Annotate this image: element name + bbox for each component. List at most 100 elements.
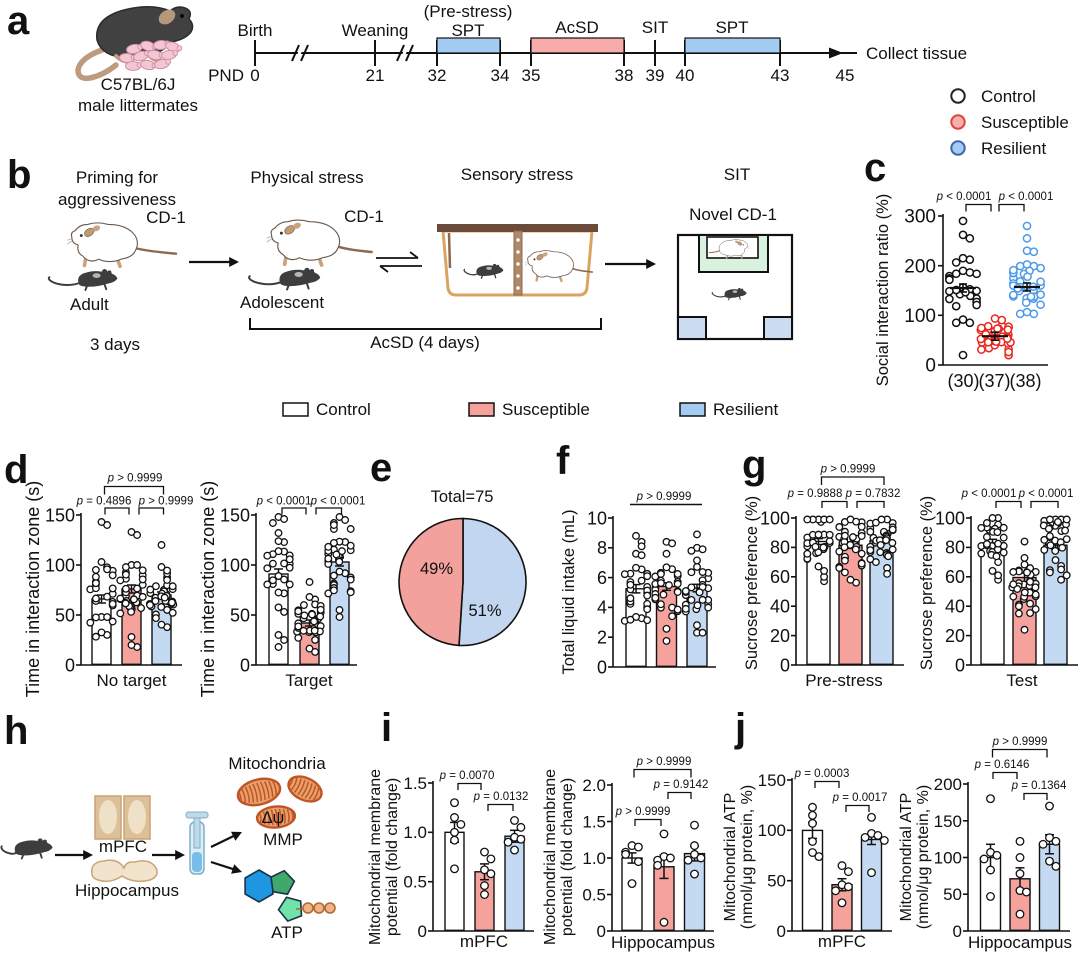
svg-text:80: 80	[770, 538, 790, 558]
svg-text:Mitochondria: Mitochondria	[228, 754, 326, 773]
svg-text:150: 150	[220, 505, 250, 525]
svg-text:100: 100	[45, 555, 75, 575]
svg-text:3 days: 3 days	[90, 335, 140, 354]
svg-text:Total liquid intake (mL): Total liquid intake (mL)	[560, 509, 578, 674]
svg-text:h: h	[4, 709, 28, 753]
svg-text:ATP: ATP	[271, 923, 303, 942]
svg-text:Susceptible: Susceptible	[981, 113, 1069, 132]
svg-text:Target: Target	[285, 671, 333, 690]
svg-text:(Pre-stress): (Pre-stress)	[424, 2, 513, 21]
svg-text:0: 0	[955, 655, 965, 675]
svg-text:Hippocampus: Hippocampus	[968, 933, 1072, 952]
svg-text:Mitochondrial membrane: Mitochondrial membrane	[542, 769, 559, 945]
svg-text:100: 100	[760, 508, 790, 528]
svg-text:Control: Control	[316, 400, 371, 419]
svg-text:Sucrose preference (%): Sucrose preference (%)	[918, 496, 936, 670]
svg-text:0: 0	[597, 922, 606, 941]
svg-text:(nmol/μg protein, %): (nmol/μg protein, %)	[915, 785, 932, 929]
svg-text:p = 0.0003: p = 0.0003	[794, 768, 850, 780]
svg-text:p = 0.0070: p = 0.0070	[439, 770, 495, 782]
svg-text:c: c	[864, 146, 886, 190]
svg-text:p > 0.9999: p > 0.9999	[107, 473, 163, 485]
svg-text:2: 2	[597, 628, 607, 648]
svg-text:potential (fold change): potential (fold change)	[559, 778, 576, 936]
svg-text:p < 0.0001: p < 0.0001	[936, 191, 992, 203]
svg-text:Resilient: Resilient	[713, 400, 778, 419]
svg-text:p < 0.0001: p < 0.0001	[1018, 488, 1074, 500]
svg-text:Mitochondrial membrane: Mitochondrial membrane	[367, 769, 384, 945]
svg-text:Time in interaction zone (s): Time in interaction zone (s)	[23, 481, 43, 697]
svg-text:0: 0	[925, 356, 936, 377]
svg-text:p < 0.0001: p < 0.0001	[961, 488, 1017, 500]
svg-text:p = 0.1364: p = 0.1364	[1011, 780, 1067, 792]
svg-text:Hippocampus: Hippocampus	[611, 933, 715, 952]
svg-text:No target: No target	[97, 671, 167, 690]
svg-text:Sucrose preference (%): Sucrose preference (%)	[743, 496, 761, 670]
svg-text:C57BL/6J: C57BL/6J	[101, 75, 176, 94]
svg-text:300: 300	[904, 207, 936, 228]
svg-text:20: 20	[945, 626, 965, 646]
svg-text:(37): (37)	[978, 371, 1010, 391]
svg-text:0: 0	[777, 922, 786, 941]
svg-text:Mitochondrial ATP: Mitochondrial ATP	[898, 793, 915, 922]
svg-text:0: 0	[418, 922, 427, 941]
svg-text:p = 0.7832: p = 0.7832	[845, 488, 901, 500]
svg-text:CD-1: CD-1	[344, 207, 384, 226]
svg-text:p > 0.9999: p > 0.9999	[820, 464, 876, 476]
svg-text:50: 50	[55, 605, 75, 625]
svg-text:mPFC: mPFC	[460, 932, 508, 951]
svg-text:Pre-stress: Pre-stress	[805, 671, 882, 690]
svg-text:Priming for: Priming for	[76, 168, 159, 187]
svg-text:SIT: SIT	[642, 18, 668, 37]
svg-text:Test: Test	[1006, 671, 1037, 690]
svg-text:g: g	[742, 443, 766, 487]
svg-text:20: 20	[770, 626, 790, 646]
svg-text:21: 21	[366, 66, 385, 85]
svg-text:p = 0.0132: p = 0.0132	[473, 791, 529, 803]
svg-text:Time in interaction zone (s): Time in interaction zone (s)	[198, 481, 218, 697]
svg-text:(nmol/μg protein, %): (nmol/μg protein, %)	[739, 785, 756, 929]
svg-text:Novel CD-1: Novel CD-1	[689, 205, 777, 224]
svg-text:100: 100	[934, 849, 962, 868]
svg-text:Resilient: Resilient	[981, 139, 1046, 158]
svg-text:34: 34	[491, 66, 510, 85]
svg-text:50: 50	[943, 885, 962, 904]
svg-text:50: 50	[767, 872, 786, 891]
svg-text:SPT: SPT	[451, 21, 484, 40]
svg-text:p = 0.0017: p = 0.0017	[832, 792, 888, 804]
svg-text:40: 40	[945, 597, 965, 617]
svg-text:p < 0.0001: p < 0.0001	[256, 496, 312, 508]
svg-text:Δψ: Δψ	[262, 809, 285, 827]
svg-text:p = 0.9888: p = 0.9888	[787, 488, 843, 500]
svg-text:f: f	[556, 439, 570, 483]
svg-text:0: 0	[240, 655, 250, 675]
svg-text:0: 0	[953, 922, 962, 941]
svg-text:Adult: Adult	[70, 295, 109, 314]
svg-text:p > 0.9999: p > 0.9999	[992, 736, 1048, 748]
svg-text:200: 200	[904, 256, 936, 277]
svg-text:2.0: 2.0	[582, 776, 606, 795]
svg-text:p < 0.0001: p < 0.0001	[998, 191, 1054, 203]
svg-text:j: j	[734, 706, 746, 750]
svg-text:6: 6	[597, 568, 607, 588]
svg-text:p > 0.9999: p > 0.9999	[138, 496, 194, 508]
svg-text:100: 100	[758, 821, 786, 840]
svg-text:40: 40	[676, 66, 695, 85]
svg-text:0: 0	[65, 655, 75, 675]
svg-text:200: 200	[934, 775, 962, 794]
svg-text:0: 0	[597, 657, 607, 677]
svg-text:38: 38	[615, 66, 634, 85]
svg-text:p > 0.9999: p > 0.9999	[615, 806, 671, 818]
svg-text:150: 150	[45, 505, 75, 525]
svg-text:Social interaction ratio (%): Social interaction ratio (%)	[874, 194, 892, 387]
svg-text:Hippocampus: Hippocampus	[75, 881, 179, 900]
svg-text:45: 45	[836, 66, 855, 85]
svg-text:p > 0.9999: p > 0.9999	[636, 491, 692, 503]
svg-text:e: e	[370, 446, 392, 490]
svg-text:mPFC: mPFC	[99, 837, 147, 856]
svg-text:Total=75: Total=75	[431, 488, 494, 506]
svg-text:0.5: 0.5	[403, 873, 427, 892]
svg-text:39: 39	[646, 66, 665, 85]
svg-text:p = 0.9142: p = 0.9142	[653, 779, 709, 791]
svg-text:SIT: SIT	[724, 165, 750, 184]
